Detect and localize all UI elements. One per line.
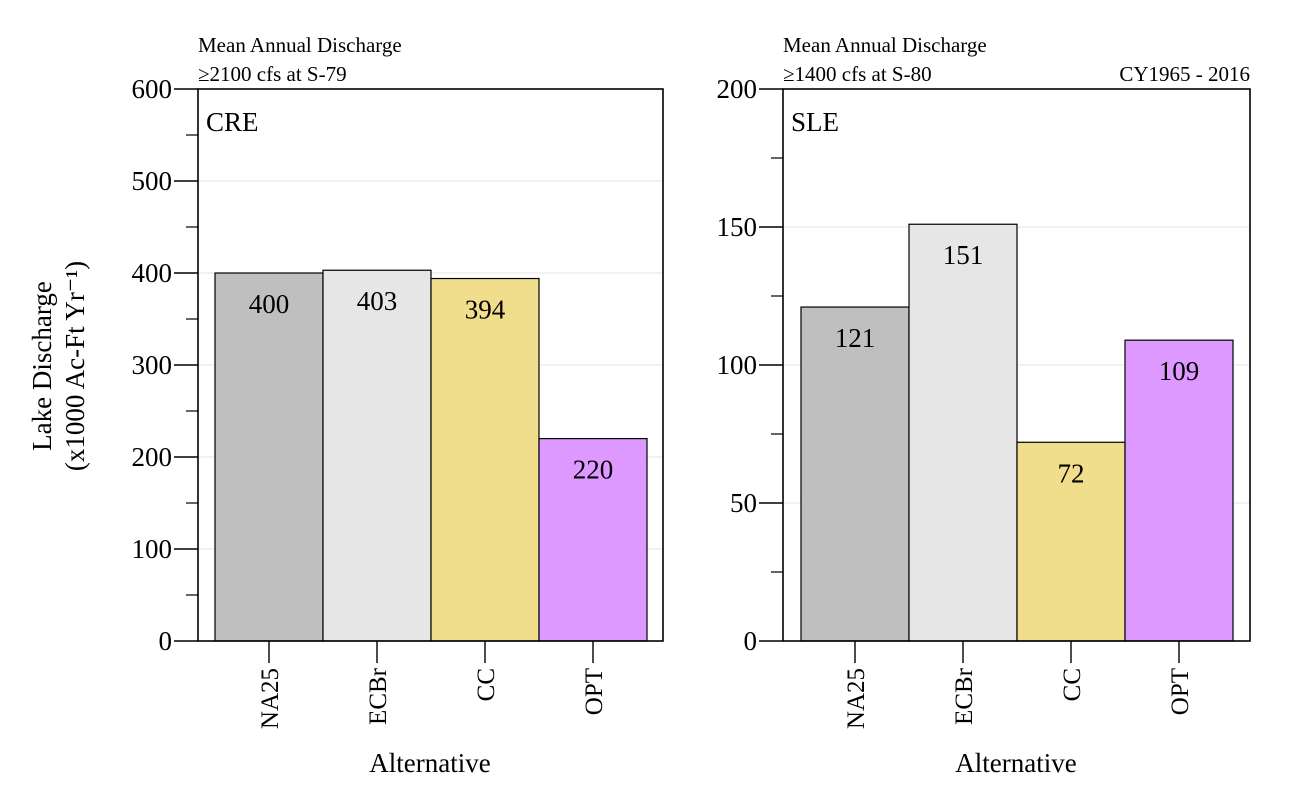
panel-title: Mean Annual Discharge xyxy=(198,33,402,57)
y-tick-label: 300 xyxy=(132,350,173,380)
bar xyxy=(322,269,432,642)
bar-value-label: 72 xyxy=(1058,458,1085,488)
x-category-label: OPT xyxy=(581,668,608,715)
panel-label: CRE xyxy=(206,107,259,137)
y-tick-label: 200 xyxy=(717,74,758,104)
bar xyxy=(800,306,910,642)
bar-value-label: 403 xyxy=(357,286,398,316)
period-label: CY1965 - 2016 xyxy=(1119,62,1250,86)
bar-value-label: 151 xyxy=(943,240,984,270)
bar-value-label: 109 xyxy=(1159,356,1200,386)
bar xyxy=(430,277,540,642)
y-tick-label: 400 xyxy=(132,258,173,288)
panel-subtitle: ≥2100 cfs at S-79 xyxy=(198,62,347,86)
bar-value-label: 394 xyxy=(465,295,506,325)
bar xyxy=(214,272,324,642)
y-tick-label: 600 xyxy=(132,74,173,104)
x-axis-title: Alternative xyxy=(955,748,1076,778)
y-tick-label: 50 xyxy=(730,488,757,518)
panel-subtitle: ≥1400 cfs at S-80 xyxy=(783,62,932,86)
x-category-label: OPT xyxy=(1167,668,1194,715)
x-category-label: NA25 xyxy=(843,668,870,729)
y-axis-title-line2: (x1000 Ac-Ft Yr⁻¹) xyxy=(60,261,90,471)
y-tick-label: 500 xyxy=(132,166,173,196)
x-category-label: NA25 xyxy=(257,668,284,729)
y-axis-title-line1: Lake Discharge xyxy=(27,281,57,451)
bar xyxy=(538,438,648,642)
panel-label: SLE xyxy=(791,107,839,137)
bar xyxy=(1016,441,1126,642)
y-tick-label: 200 xyxy=(132,442,173,472)
bar xyxy=(1124,339,1234,642)
x-category-label: CC xyxy=(473,668,500,701)
x-category-label: ECBr xyxy=(951,667,978,725)
bar xyxy=(908,223,1018,642)
x-category-label: CC xyxy=(1059,668,1086,701)
y-tick-label: 100 xyxy=(132,534,173,564)
y-tick-label: 0 xyxy=(744,626,758,656)
x-axis-title: Alternative xyxy=(369,748,490,778)
y-tick-label: 100 xyxy=(717,350,758,380)
bar-value-label: 220 xyxy=(573,455,614,485)
chart-panel-sle: Mean Annual Discharge ≥1400 cfs at S-80 … xyxy=(717,33,1251,778)
x-category-label: ECBr xyxy=(365,667,392,725)
bar-value-label: 121 xyxy=(835,323,876,353)
panel-title: Mean Annual Discharge xyxy=(783,33,987,57)
y-tick-label: 150 xyxy=(717,212,758,242)
bar-value-label: 400 xyxy=(249,289,290,319)
y-tick-label: 0 xyxy=(159,626,173,656)
chart-panel-cre: Mean Annual Discharge ≥2100 cfs at S-79 … xyxy=(132,33,664,778)
